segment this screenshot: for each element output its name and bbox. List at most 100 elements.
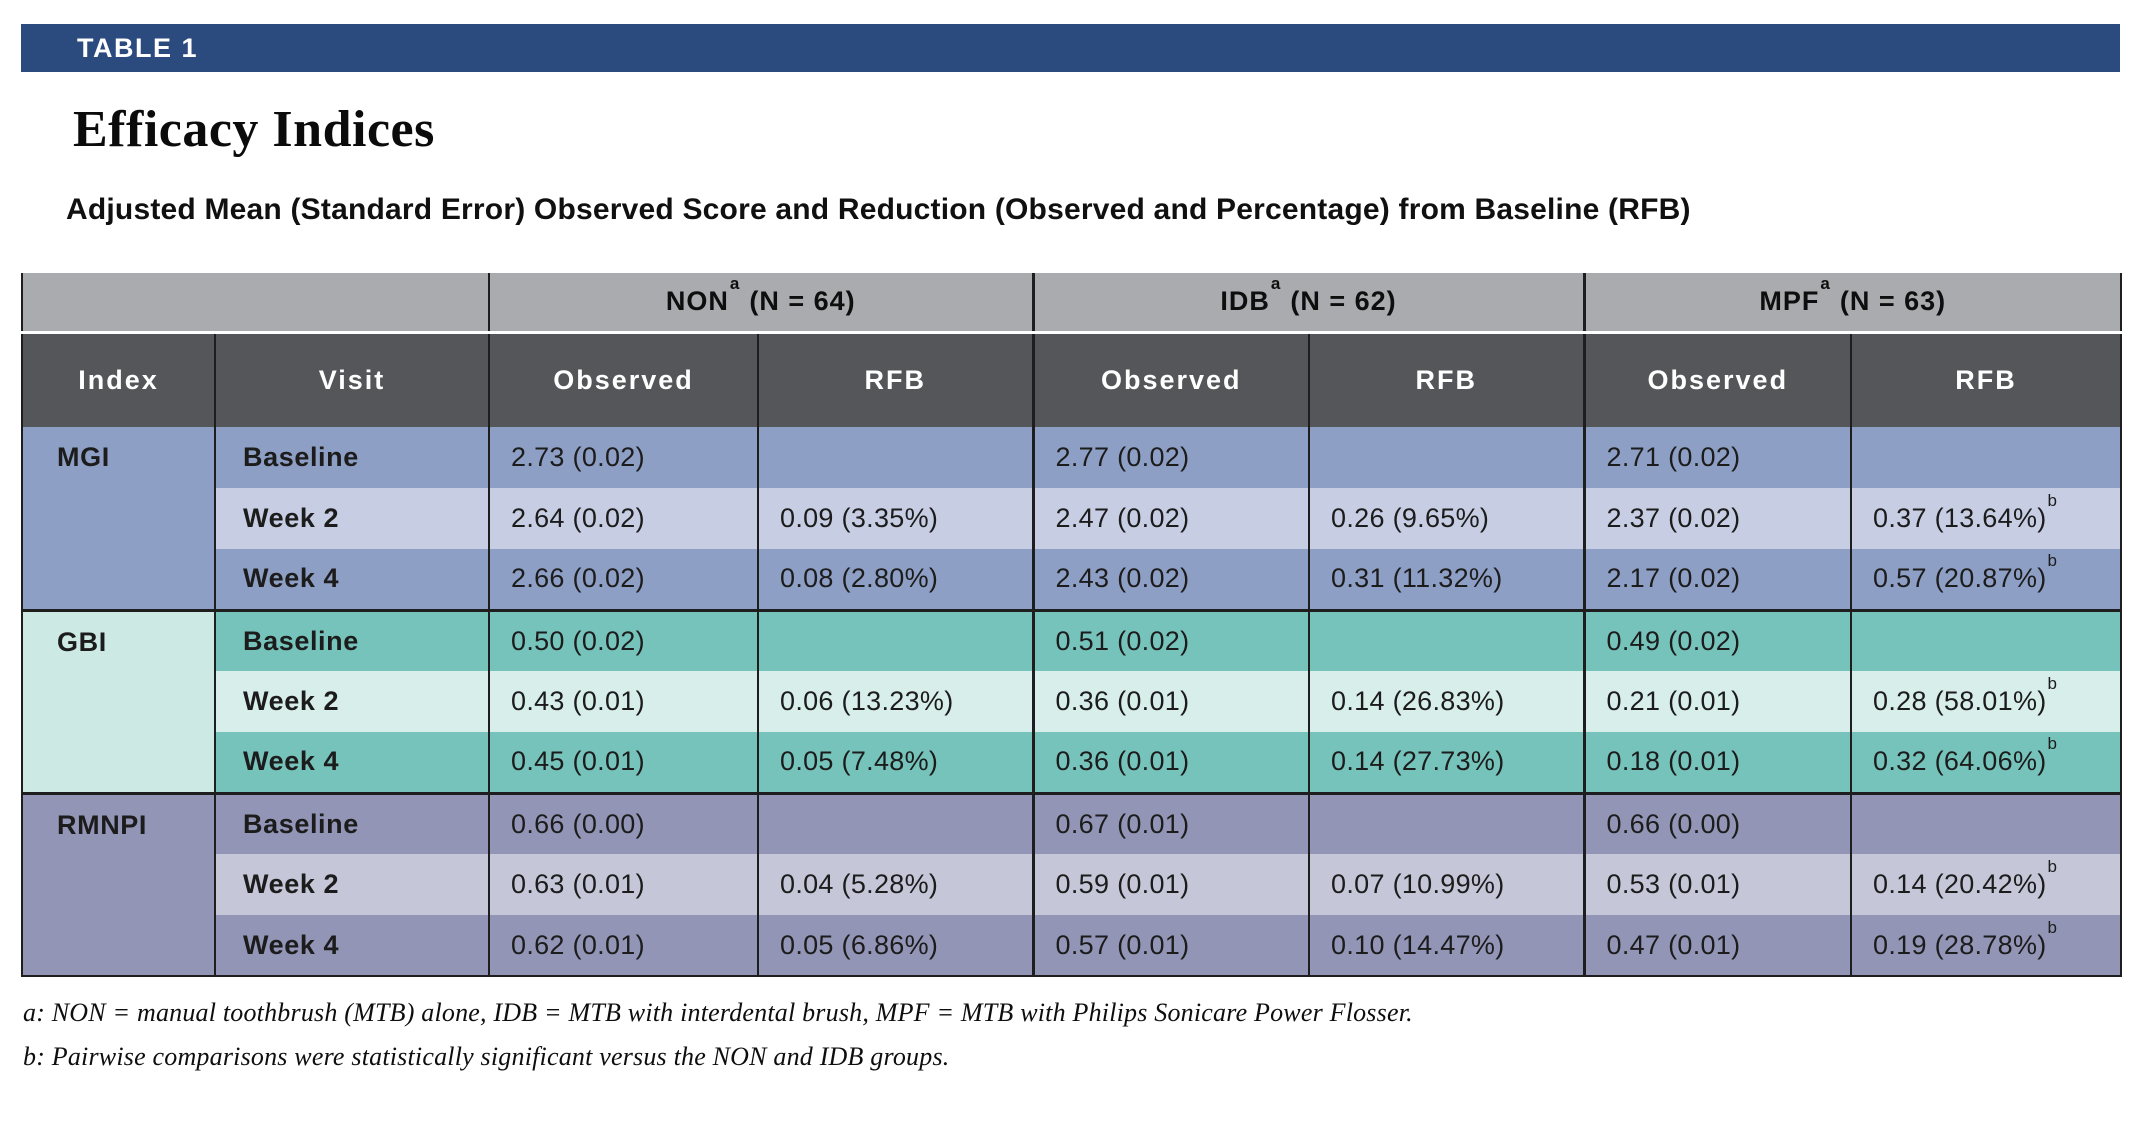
footnote-b-marker: b <box>2047 917 2058 937</box>
footnote-b-marker: b <box>2047 857 2058 876</box>
table-banner: TABLE 1 <box>21 24 2120 72</box>
index-cell-rmnpi: RMNPI <box>22 791 215 976</box>
data-cell: 0.32 (64.06%)b <box>1850 732 2122 793</box>
data-cell: 0.47 (0.01) <box>1582 915 1852 976</box>
group-header-idb: IDBa (N = 62) <box>1031 273 1585 334</box>
efficacy-table-body: MGI Baseline 2.73 (0.02) 2.77 (0.02) 2.71 (0… <box>22 427 2122 976</box>
data-cell: 0.45 (0.01) <box>488 732 758 793</box>
group-header-row: NONa(N = 64) IDBa(N = 62) MPFa(N = 63) <box>22 273 2122 334</box>
data-cell: 0.66 (0.00) <box>488 791 758 854</box>
data-cell: 0.31 (11.32%) <box>1308 549 1585 610</box>
cell-value: 0.14 (20.42%) <box>1873 869 2047 899</box>
cell-value: 0.19 (28.78%) <box>1873 929 2047 960</box>
group-non-name: NON <box>665 286 729 317</box>
data-cell: 0.08 (2.80%) <box>756 549 1034 610</box>
group-idb-n: (N = 62) <box>1290 286 1397 317</box>
data-cell: 0.14 (20.42%)b <box>1850 854 2122 915</box>
group-non-n: (N = 64) <box>749 286 856 317</box>
data-cell: 0.19 (28.78%)b <box>1850 915 2122 976</box>
data-cell: 0.49 (0.02) <box>1582 608 1852 671</box>
index-cell-gbi: GBI <box>22 608 215 793</box>
footnote-a-marker: a <box>1270 274 1281 294</box>
column-header-observed-mpf: Observed <box>1582 332 1852 427</box>
visit-cell: Week 2 <box>214 671 489 732</box>
page-title: Efficacy Indices <box>73 101 435 158</box>
table-row-rmnpi-0: RMNPI Baseline 0.66 (0.00) 0.67 (0.01) 0.66 … <box>22 791 2122 976</box>
footnote-b-marker: b <box>2047 491 2058 510</box>
group-header-non: NONa (N = 64) <box>487 273 1034 334</box>
group-idb-name: IDB <box>1220 286 1270 317</box>
table-row-gbi-2: Week 4 0.45 (0.01) 0.05 (7.48%) 0.36 (0.01)… <box>22 732 2122 793</box>
data-cell <box>1308 427 1585 488</box>
data-cell: 0.26 (9.65%) <box>1308 488 1585 549</box>
data-cell: 0.36 (0.01) <box>1031 671 1310 732</box>
footnote-b-marker: b <box>2047 674 2058 693</box>
data-cell: 2.77 (0.02) <box>1031 427 1310 488</box>
data-cell: 0.62 (0.01) <box>488 915 758 976</box>
data-cell <box>1850 791 2122 854</box>
data-cell: 0.57 (0.01) <box>1031 915 1310 976</box>
data-cell: 0.05 (7.48%) <box>756 732 1034 793</box>
group-mpf-n: (N = 63) <box>1839 286 1947 317</box>
data-cell <box>756 427 1034 488</box>
data-cell: 0.21 (0.01) <box>1582 671 1852 732</box>
data-cell: 0.51 (0.02) <box>1031 608 1310 671</box>
data-cell: 0.57 (20.87%)b <box>1850 549 2122 610</box>
footnotes: a: NON = manual toothbrush (MTB) alone, … <box>23 998 1413 1086</box>
cell-value: 0.28 (58.01%) <box>1873 686 2047 716</box>
page-subtitle: Adjusted Mean (Standard Error) Observed … <box>66 193 1691 226</box>
table-row-gbi-0: GBI Baseline 0.50 (0.02) 0.51 (0.02) 0.49 (0… <box>22 608 2122 793</box>
footnote-b: b: Pairwise comparisons were statistical… <box>23 1042 950 1071</box>
cell-value: 0.37 (13.64%) <box>1873 503 2047 533</box>
table-row-rmnpi-2: Week 4 0.62 (0.01) 0.05 (6.86%) 0.57 (0.01)… <box>22 915 2122 976</box>
cell-value: 0.32 (64.06%) <box>1873 746 2047 777</box>
table-row-rmnpi-1: Week 2 0.63 (0.01) 0.04 (5.28%) 0.59 (0.01)… <box>22 854 2122 915</box>
column-header-rfb-mpf: RFB <box>1850 332 2122 427</box>
data-cell: 0.37 (13.64%)b <box>1850 488 2122 549</box>
data-cell: 0.66 (0.00) <box>1582 791 1852 854</box>
data-cell: 0.14 (26.83%) <box>1308 671 1585 732</box>
data-cell: 2.47 (0.02) <box>1031 488 1310 549</box>
data-cell <box>756 791 1034 854</box>
data-cell: 0.09 (3.35%) <box>756 488 1034 549</box>
data-cell: 0.07 (10.99%) <box>1308 854 1585 915</box>
visit-cell: Week 4 <box>214 549 489 610</box>
data-cell: 2.66 (0.02) <box>488 549 758 610</box>
data-cell: 0.53 (0.01) <box>1582 854 1852 915</box>
data-cell: 0.43 (0.01) <box>488 671 758 732</box>
group-mpf-name: MPF <box>1759 286 1820 317</box>
column-header-rfb-non: RFB <box>756 332 1034 427</box>
efficacy-table: NONa(N = 64) IDBa(N = 62) MPFa(N = 63) I… <box>21 273 2123 977</box>
group-header-corner-cell <box>22 273 489 334</box>
cell-value: 0.57 (20.87%) <box>1873 563 2047 594</box>
group-header-mpf: MPFa (N = 63) <box>1582 273 2122 334</box>
column-header-rfb-idb: RFB <box>1308 332 1585 427</box>
data-cell: 0.50 (0.02) <box>488 608 758 671</box>
data-cell: 0.18 (0.01) <box>1582 732 1852 793</box>
column-header-index: Index <box>22 332 215 427</box>
visit-cell: Week 4 <box>214 915 489 976</box>
data-cell <box>756 608 1034 671</box>
data-cell: 0.59 (0.01) <box>1031 854 1310 915</box>
column-header-row: Index Visit Observed RFB Observed RFB Ob… <box>22 332 2122 427</box>
visit-cell: Week 4 <box>214 732 489 793</box>
data-cell: 0.06 (13.23%) <box>756 671 1034 732</box>
data-cell <box>1850 608 2122 671</box>
footnote-b-marker: b <box>2047 551 2058 571</box>
table-row-mgi-0: MGI Baseline 2.73 (0.02) 2.77 (0.02) 2.71 (0… <box>22 427 2122 610</box>
data-cell: 0.67 (0.01) <box>1031 791 1310 854</box>
footnote-b-marker: b <box>2047 734 2058 754</box>
data-cell: 0.63 (0.01) <box>488 854 758 915</box>
visit-cell: Baseline <box>214 791 489 854</box>
visit-cell: Week 2 <box>214 488 489 549</box>
footnote-a-marker: a <box>729 274 740 294</box>
visit-cell: Baseline <box>214 427 489 488</box>
data-cell: 2.43 (0.02) <box>1031 549 1310 610</box>
data-cell: 2.17 (0.02) <box>1582 549 1852 610</box>
table-row-mgi-2: Week 4 2.66 (0.02) 0.08 (2.80%) 2.43 (0.02)… <box>22 549 2122 610</box>
data-cell: 2.71 (0.02) <box>1582 427 1852 488</box>
table-row-gbi-1: Week 2 0.43 (0.01) 0.06 (13.23%) 0.36 (0.01… <box>22 671 2122 732</box>
data-cell <box>1308 608 1585 671</box>
data-cell: 2.64 (0.02) <box>488 488 758 549</box>
